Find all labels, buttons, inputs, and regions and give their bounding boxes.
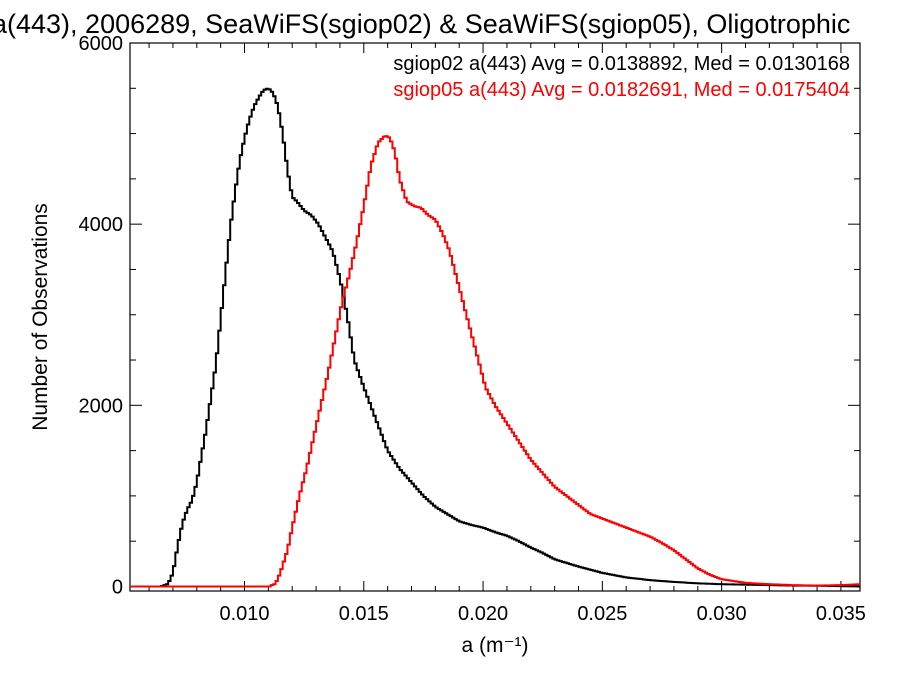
- y-axis-label: Number of Observations: [29, 203, 52, 431]
- y-tick-label: 4000: [79, 214, 124, 236]
- y-tick-label: 0: [112, 576, 123, 598]
- x-tick-label: 0.025: [577, 603, 627, 625]
- y-tick-label: 2000: [79, 395, 124, 417]
- x-tick-label: 0.010: [219, 603, 269, 625]
- chart-title: a(443), 2006289, SeaWiFS(sgiop02) & SeaW…: [0, 9, 850, 39]
- histogram-series-1: [130, 135, 860, 588]
- legend-sgiop05: sgiop05 a(443) Avg = 0.0182691, Med = 0.…: [393, 79, 850, 101]
- x-axis: 0.010 0.015 0.020 0.025 0.030 0.035: [148, 43, 866, 625]
- plot-frame: [129, 42, 861, 592]
- y-tick-label: 6000: [79, 33, 124, 55]
- x-tick-label: 0.020: [458, 603, 508, 625]
- x-tick-label: 0.030: [697, 603, 747, 625]
- x-tick-label: 0.035: [816, 603, 866, 625]
- series-layer: [130, 87, 860, 588]
- histogram-series-0: [130, 87, 860, 588]
- legend-sgiop02: sgiop02 a(443) Avg = 0.0138892, Med = 0.…: [393, 53, 850, 75]
- y-axis: 0 2000 4000 6000: [79, 33, 860, 598]
- x-tick-label: 0.015: [339, 603, 389, 625]
- x-axis-label: a (m⁻¹): [461, 634, 528, 657]
